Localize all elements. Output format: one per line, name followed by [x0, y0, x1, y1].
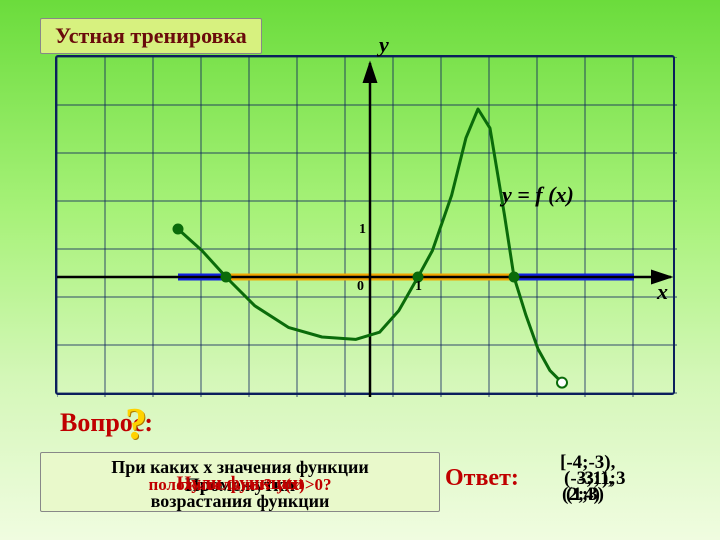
tick-one-y: 1 — [359, 222, 366, 238]
question-box: При каких х значения функции Промежутки … — [40, 452, 440, 512]
tick-one-x: 1 — [415, 279, 422, 295]
tick-zero: 0 — [357, 279, 364, 295]
chart-frame: y x y = f (x) 1 1 0 — [55, 55, 675, 395]
question-mark-icon: ? — [125, 398, 147, 449]
x-axis-label: x — [657, 279, 668, 305]
question-line-5: возрастания функции — [41, 491, 439, 512]
chart-svg — [57, 57, 677, 397]
function-label: y = f (x) — [502, 182, 574, 208]
answer-overlay: [-4;-3), (-3;1), -3;1;3 (1;3) (2;4) — [560, 450, 680, 510]
y-axis-label: y — [379, 32, 389, 58]
ans-5: (2;4) — [562, 484, 600, 506]
otvet-label: Ответ: — [445, 465, 519, 492]
stage: Устная тренировка y x y = f (x) 1 1 0 Во… — [0, 0, 720, 540]
title-box: Устная тренировка — [40, 18, 262, 54]
